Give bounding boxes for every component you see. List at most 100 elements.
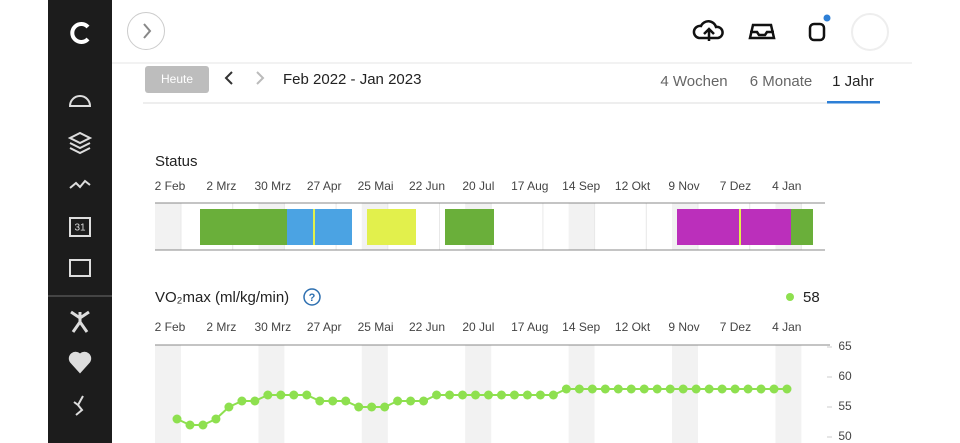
point xyxy=(743,384,753,394)
status-segment xyxy=(791,209,813,245)
point xyxy=(445,390,455,400)
x-tick-label: 25 Mai xyxy=(358,179,394,193)
dashboard-icon[interactable] xyxy=(68,95,92,107)
stripe xyxy=(672,345,698,443)
point xyxy=(639,384,649,394)
sidebar-icons xyxy=(48,22,112,416)
point xyxy=(691,384,701,394)
point xyxy=(172,414,182,424)
x-tick-label: 17 Aug xyxy=(511,179,548,193)
x-tick-label: 7 Dez xyxy=(720,179,751,193)
prev-button[interactable] xyxy=(224,71,233,85)
point xyxy=(665,384,675,394)
point xyxy=(548,390,558,400)
inbox-icon[interactable] xyxy=(748,23,776,40)
point xyxy=(341,396,351,406)
point xyxy=(704,384,714,394)
point xyxy=(198,420,208,430)
next-button[interactable] xyxy=(256,71,265,85)
today-button[interactable] xyxy=(145,66,209,93)
status-segment xyxy=(739,209,741,245)
help-mark: ? xyxy=(309,292,316,304)
training-icon[interactable] xyxy=(70,310,90,333)
point xyxy=(678,384,688,394)
point xyxy=(509,390,519,400)
x-tick-label: 17 Aug xyxy=(511,320,548,334)
point xyxy=(263,390,273,400)
point xyxy=(276,390,286,400)
expand-arrow xyxy=(143,23,152,39)
point xyxy=(652,384,662,394)
activities-icon[interactable] xyxy=(67,131,93,155)
x-tick-label: 9 Nov xyxy=(668,320,699,334)
chart-title: VO₂max (ml/kg/min) xyxy=(155,289,289,306)
upload-icon[interactable] xyxy=(692,20,724,41)
point xyxy=(315,396,325,406)
status-title: Status xyxy=(155,153,198,170)
status-segment xyxy=(677,209,791,245)
x-tick-label: 27 Apr xyxy=(307,179,342,193)
stripe xyxy=(568,345,595,443)
avatar[interactable] xyxy=(851,13,889,51)
y-tick-label: 50 xyxy=(838,429,852,443)
calendar-icon[interactable] xyxy=(69,217,91,237)
x-tick-label: 2 Feb xyxy=(155,320,186,334)
point xyxy=(419,396,429,406)
tab[interactable]: 6 Monate xyxy=(750,73,813,90)
point xyxy=(406,396,416,406)
sidebar xyxy=(48,0,112,443)
point xyxy=(211,414,221,424)
stripe xyxy=(155,345,181,443)
status-segment xyxy=(313,209,315,245)
tab-active[interactable]: 1 Jahr xyxy=(832,73,874,90)
x-tick-label: 4 Jan xyxy=(772,179,801,193)
point xyxy=(561,384,571,394)
point xyxy=(393,396,403,406)
x-tick-label: 22 Jun xyxy=(409,320,445,334)
stats-icon[interactable] xyxy=(69,179,91,189)
point xyxy=(756,384,766,394)
point xyxy=(717,384,727,394)
stripe xyxy=(361,345,388,443)
point xyxy=(380,402,390,412)
point xyxy=(730,384,740,394)
point xyxy=(289,390,299,400)
y-tick-label: 60 xyxy=(838,369,852,383)
point xyxy=(574,384,584,394)
point xyxy=(185,420,195,430)
x-tick-label: 2 Feb xyxy=(155,179,186,193)
x-tick-label: 20 Jul xyxy=(462,320,494,334)
point xyxy=(302,390,312,400)
golf-icon[interactable] xyxy=(73,395,84,416)
help-icon[interactable] xyxy=(303,288,321,306)
status-segment xyxy=(287,209,352,245)
point xyxy=(600,384,610,394)
point xyxy=(224,402,234,412)
legend-label: 58 xyxy=(803,289,820,306)
expand-button[interactable] xyxy=(127,12,165,50)
point xyxy=(354,402,364,412)
health-icon[interactable] xyxy=(68,351,92,374)
x-tick-label: 9 Nov xyxy=(668,179,699,193)
x-tick-label: 4 Jan xyxy=(772,320,801,334)
point xyxy=(769,384,779,394)
stripe xyxy=(155,203,181,250)
point xyxy=(328,396,338,406)
tab-underline xyxy=(827,101,880,104)
device-icon[interactable] xyxy=(808,22,826,42)
legend-swatch xyxy=(786,293,794,301)
status-segments xyxy=(200,209,813,245)
tab[interactable]: 4 Wochen xyxy=(660,73,727,90)
y-tick-label: 65 xyxy=(838,339,852,353)
y-tick-label: 55 xyxy=(838,399,852,413)
x-tick-label: 2 Mrz xyxy=(206,179,236,193)
x-tick-label: 12 Okt xyxy=(615,179,651,193)
news-icon[interactable] xyxy=(69,259,91,277)
stripe xyxy=(568,203,595,250)
status-segment xyxy=(200,209,287,245)
logo[interactable] xyxy=(70,22,90,44)
x-tick-label: 22 Jun xyxy=(409,179,445,193)
x-tick-label: 14 Sep xyxy=(562,320,600,334)
